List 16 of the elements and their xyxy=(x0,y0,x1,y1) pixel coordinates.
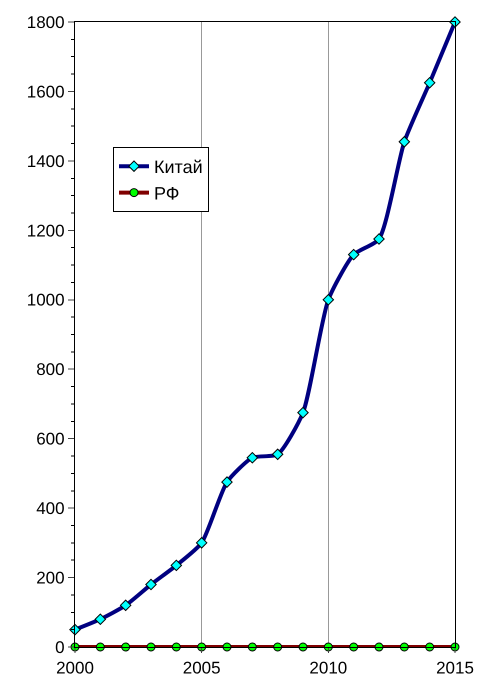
y-tick-label: 1400 xyxy=(26,152,65,171)
y-tick-label: 1600 xyxy=(26,82,65,102)
y-tick-label: 800 xyxy=(36,360,65,380)
legend-label: Китай xyxy=(154,157,203,178)
x-tick-label: 2005 xyxy=(182,658,221,678)
y-tick-label: 0 xyxy=(55,638,65,657)
y-tick-label: 200 xyxy=(36,568,65,588)
x-tick-label: 2015 xyxy=(436,658,474,678)
y-tick-label: 1800 xyxy=(26,12,65,32)
y-tick-label: 1200 xyxy=(26,221,65,240)
y-tick-label: 400 xyxy=(36,499,65,518)
y-tick-label: 600 xyxy=(36,430,65,449)
x-tick-label: 2010 xyxy=(309,658,348,678)
y-tick-label: 1000 xyxy=(26,290,65,310)
legend-label: РФ xyxy=(154,184,180,204)
x-tick-label: 2000 xyxy=(56,658,94,678)
